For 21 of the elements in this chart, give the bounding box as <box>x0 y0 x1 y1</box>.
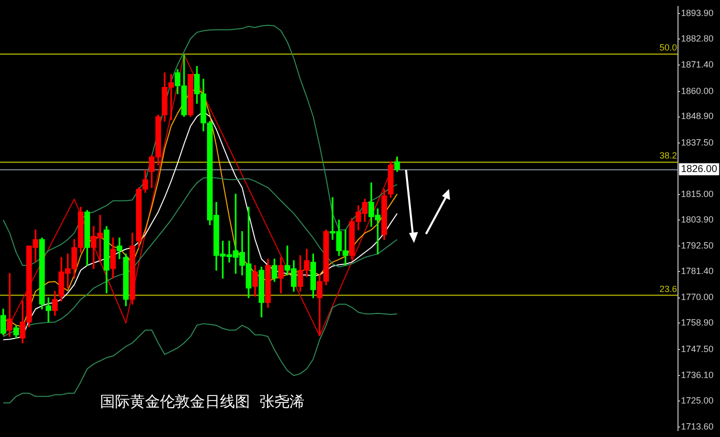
annotation: 38.2 <box>659 150 677 161</box>
y-tick-label: 1758.90 <box>681 318 714 328</box>
y-tick-label: 1713.60 <box>681 422 714 432</box>
y-tick-label: 1770.00 <box>681 292 714 302</box>
y-tick-label: 1871.40 <box>681 60 714 70</box>
y-tick-label: 1747.50 <box>681 344 714 354</box>
y-tick-label: 1725.00 <box>681 395 714 406</box>
y-tick-label: 1792.50 <box>681 240 714 251</box>
y-tick-label: 1837.50 <box>681 137 714 148</box>
y-tick-label: 1803.90 <box>681 214 714 224</box>
annotation: 国际黄金伦敦金日线图 张尧浠 <box>100 392 305 410</box>
y-tick-label: 1815.00 <box>681 189 714 200</box>
y-tick-label: 1781.40 <box>681 266 714 276</box>
y-tick-label: 1860.00 <box>681 86 714 96</box>
ref-line-label: 1826.00 <box>681 164 718 176</box>
y-tick-label: 1893.90 <box>681 8 714 18</box>
y-tick-label: 1848.90 <box>681 111 714 122</box>
annotation: 50.0 <box>659 42 677 53</box>
y-tick-label: 1882.80 <box>681 33 714 44</box>
y-tick-label: 1736.10 <box>681 370 714 380</box>
annotation: 23.6 <box>659 284 677 294</box>
